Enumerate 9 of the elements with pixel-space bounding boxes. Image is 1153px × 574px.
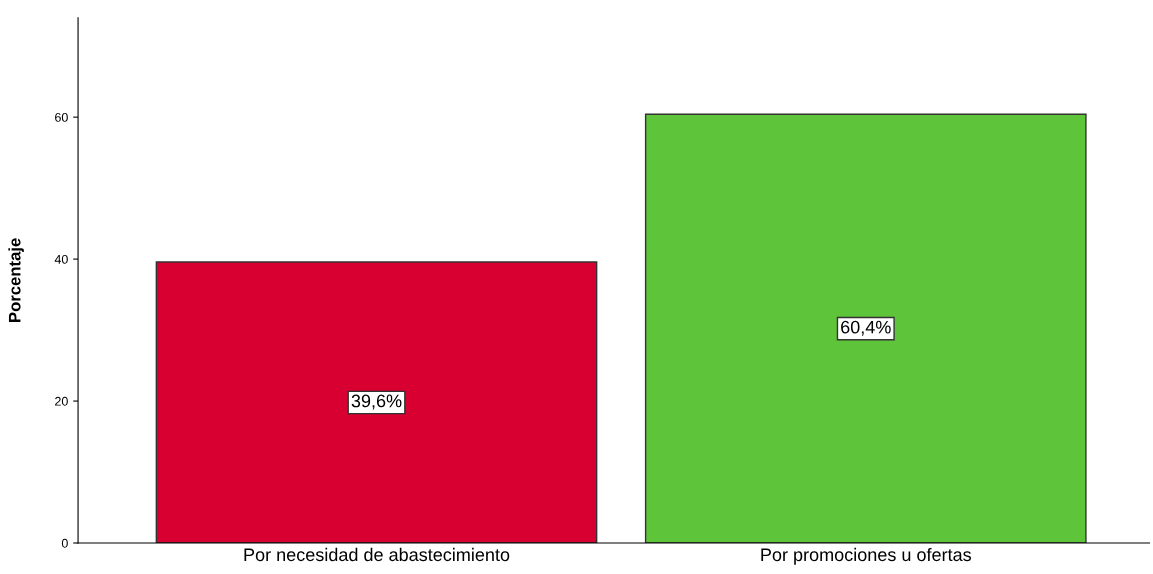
y-tick-label: 40 [54, 254, 68, 264]
data-label: 60,4% [841, 320, 891, 336]
x-tick-label: Por necesidad de abastecimiento [244, 547, 510, 562]
y-axis-title: Porcentaje [8, 238, 24, 322]
data-label: 39,6% [351, 394, 402, 410]
x-tick-label: Por promociones u ofertas [761, 547, 971, 565]
y-tick-label: 60 [55, 112, 68, 122]
y-tick-label: 0 [61, 538, 68, 548]
y-tick-label: 20 [55, 396, 68, 406]
